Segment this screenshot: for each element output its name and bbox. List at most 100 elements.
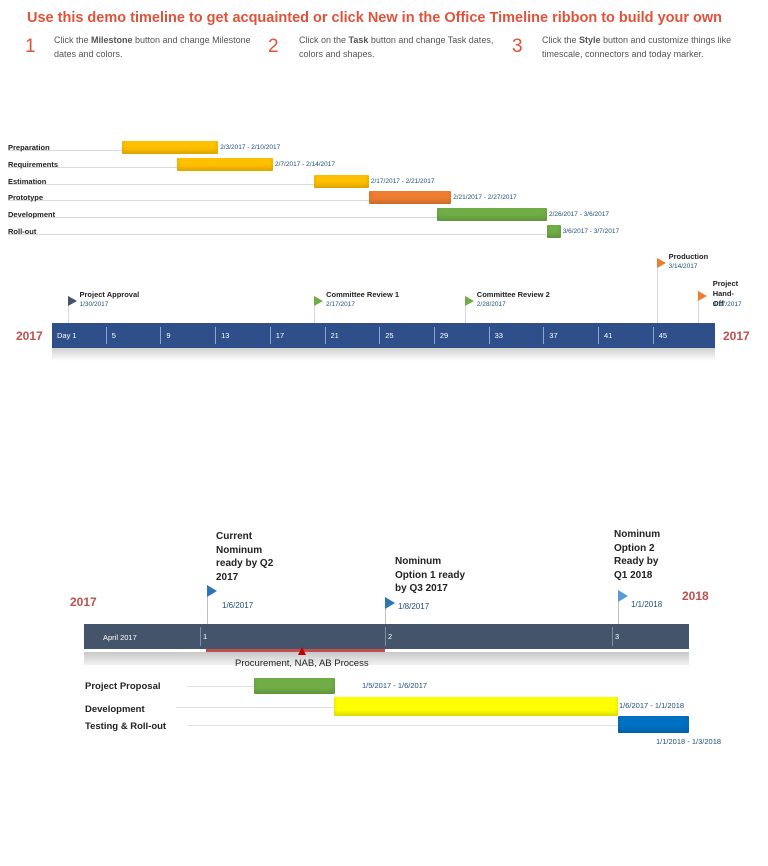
task-date-label: 2/17/2017 - 2/21/2017 <box>370 177 435 185</box>
milestone-date: 2/28/2017 <box>476 301 506 308</box>
timescale-shadow <box>84 652 689 665</box>
task-date-label: 1/1/2018 - 1/3/2018 <box>656 737 722 746</box>
task-date-label: 1/5/2017 - 1/6/2017 <box>362 681 428 690</box>
axis-tick-line <box>488 327 490 344</box>
milestone-flag-icon <box>385 597 395 609</box>
milestone-pole <box>385 597 386 624</box>
axis-tick-label: 1 <box>203 632 208 641</box>
axis-tick-line <box>215 327 217 344</box>
task-label: Development <box>85 704 145 715</box>
axis-tick-label: 41 <box>604 331 613 340</box>
axis-tick-line <box>385 627 386 646</box>
milestone-pole <box>67 296 69 323</box>
task-date-label: 1/6/2017 - 1/1/2018 <box>619 701 685 710</box>
timescale-band <box>52 323 715 348</box>
axis-tick-line <box>269 327 271 344</box>
axis-start-label: April 2017 <box>103 633 137 642</box>
milestone-date: 1/30/2017 <box>79 301 109 308</box>
axis-tick-line <box>200 627 201 646</box>
axis-tick-label: 9 <box>166 331 171 340</box>
axis-tick-label: 13 <box>221 331 230 340</box>
task-bar <box>368 191 452 205</box>
milestone-date: 1/6/2017 <box>222 601 254 610</box>
year-label-right: 2017 <box>723 329 750 343</box>
step-3-number: 3 <box>512 36 523 57</box>
milestone-title: Nominum Option 2 Ready by Q1 2018 <box>614 529 661 581</box>
task-bar <box>314 174 369 188</box>
milestone-flag-icon <box>207 585 217 597</box>
page-headline: Use this demo timeline to get acquainted… <box>27 10 723 26</box>
task-guide-line <box>176 707 334 708</box>
year-label-left: 2017 <box>70 595 97 609</box>
task-guide-line <box>187 686 254 687</box>
axis-tick-label: Day 1 <box>57 331 77 340</box>
task-bar <box>177 157 273 171</box>
axis-tick-line <box>652 327 654 344</box>
task-bar <box>122 141 219 154</box>
phase-bar <box>206 649 385 652</box>
timescale-shadow <box>52 348 715 361</box>
axis-tick-label: 29 <box>439 331 449 340</box>
axis-tick-line <box>160 327 162 344</box>
task-bar <box>437 208 547 222</box>
task-date-label: 2/7/2017 - 2/14/2017 <box>275 160 335 168</box>
milestone-title: Committee Review 1 <box>326 290 400 299</box>
task-guide-line <box>188 725 618 726</box>
axis-tick-label: 17 <box>275 331 285 340</box>
milestone-flag-icon <box>67 296 77 306</box>
task-label: Roll-out <box>8 227 37 236</box>
axis-tick-line <box>612 627 613 646</box>
milestone-title: Project Approval <box>79 290 140 299</box>
milestone-date: 3/14/2017 <box>668 263 698 270</box>
task-guide-line <box>8 150 123 151</box>
task-bar <box>547 225 561 238</box>
axis-tick-label: 2 <box>388 632 393 641</box>
task-guide-line <box>8 166 178 168</box>
step-1-keyword: Milestone <box>91 35 133 45</box>
task-label: Development <box>8 210 56 220</box>
step-2-text: Click on the Task button and change Task… <box>299 35 494 59</box>
axis-tick-label: 37 <box>549 331 558 340</box>
milestone-flag-icon <box>464 296 474 306</box>
task-label: Estimation <box>8 176 47 186</box>
step-2-keyword: Task <box>348 35 369 45</box>
axis-tick-label: 33 <box>494 331 503 340</box>
step-3-text: Click the Style button and customize thi… <box>542 35 732 59</box>
milestone-date: 1/1/2018 <box>631 600 663 609</box>
task-date-label: 2/3/2017 - 2/10/2017 <box>220 144 281 151</box>
axis-tick-label: 3 <box>615 632 620 641</box>
task-bar <box>334 697 618 716</box>
task-guide-line <box>8 234 547 235</box>
axis-tick-line <box>598 327 599 344</box>
step-3-keyword: Style <box>579 35 601 45</box>
milestone-date: 2/17/2017 <box>326 301 356 308</box>
task-date-label: 2/21/2017 - 2/27/2017 <box>453 194 517 202</box>
axis-tick-line <box>324 327 326 344</box>
axis-tick-label: 5 <box>111 331 116 340</box>
task-guide-line <box>8 200 369 202</box>
milestone-pole <box>314 296 316 323</box>
milestone-title: Committee Review 2 <box>476 290 550 299</box>
milestone-flag-icon <box>697 291 707 301</box>
axis-tick-label: 21 <box>330 331 339 340</box>
step-2-number: 2 <box>268 36 279 57</box>
year-label-left: 2017 <box>16 329 43 343</box>
phase-marker-icon <box>298 647 306 655</box>
phase-label: Procurement, NAB, AB Process <box>235 658 369 669</box>
milestone-date: 1/8/2017 <box>398 602 430 611</box>
axis-tick-line <box>105 327 107 344</box>
task-label: Project Proposal <box>85 681 161 692</box>
axis-tick-label: 45 <box>658 331 668 340</box>
task-bar <box>254 678 335 694</box>
task-label: Prototype <box>8 193 44 203</box>
milestone-pole <box>207 585 208 624</box>
milestone-pole <box>618 590 619 624</box>
task-label: Testing & Roll-out <box>85 721 167 732</box>
milestone-pole <box>697 291 699 323</box>
milestone-pole <box>464 296 466 323</box>
task-guide-line <box>8 183 315 185</box>
milestone-title: Production <box>668 252 709 261</box>
axis-tick-line <box>433 327 435 344</box>
axis-tick-line <box>379 327 381 344</box>
milestone-flag-icon <box>314 296 324 306</box>
